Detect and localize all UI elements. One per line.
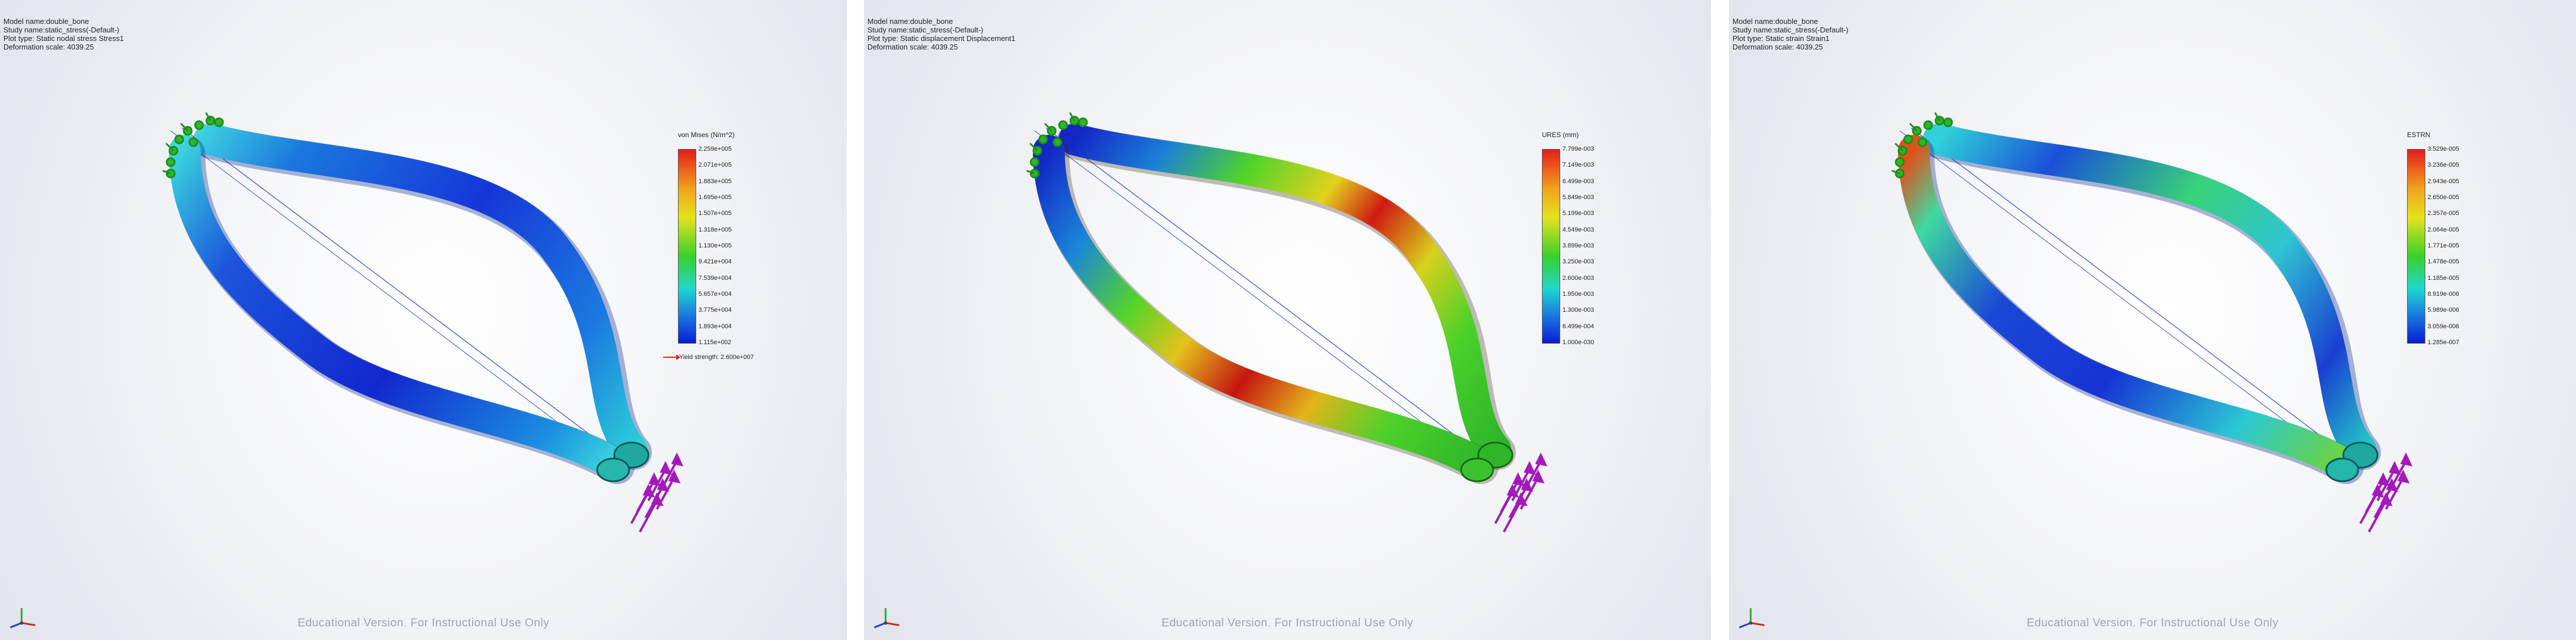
triad-icon <box>874 608 900 629</box>
legend-tick-label: 2.259e+005 <box>698 146 732 152</box>
legend-title: ESTRN <box>2407 131 2430 139</box>
educational-watermark: Educational Version. For Instructional U… <box>1161 617 1413 629</box>
legend-tick-label: 4.549e-003 <box>1562 226 1594 233</box>
legend-title: von Mises (N/m^2) <box>678 131 735 139</box>
model-name: Model name:double_bone <box>867 17 953 26</box>
model-name: Model name:double_bone <box>3 17 89 26</box>
legend-tick-label: 5.989e-006 <box>2428 307 2459 314</box>
legend-tick-label: 7.149e-003 <box>1562 162 1594 169</box>
lower-beam[interactable] <box>1033 135 1494 480</box>
legend-tick-label: 3.250e-003 <box>1562 258 1594 266</box>
upper-beam[interactable] <box>195 123 647 465</box>
color-bar <box>2407 149 2425 344</box>
legend-tick-label: 1.771e-005 <box>2428 242 2459 249</box>
educational-watermark: Educational Version. For Instructional U… <box>2027 617 2279 629</box>
legend-tick-label: 1.507e+005 <box>698 210 732 217</box>
plot-info: Model name:double_bone Study name:static… <box>867 17 1015 51</box>
legend-tick-label: 1.300e-003 <box>1562 307 1594 314</box>
deformation-scale: Deformation scale: 4039.25 <box>1733 43 1823 51</box>
yield-strength-text: Yield strength: 2.600e+007 <box>679 354 754 361</box>
triad-icon <box>1739 608 1765 629</box>
reference-line <box>181 127 618 456</box>
end-face <box>1460 457 1494 482</box>
strain-plot-panel[interactable]: Model name:double_bone Study name:static… <box>1729 0 2576 640</box>
legend-tick-label: 2.071e+005 <box>698 162 732 169</box>
triad-icon <box>10 608 36 629</box>
reference-line <box>1911 127 2347 456</box>
legend-tick-label: 1.285e-007 <box>2428 339 2459 346</box>
deformation-scale: Deformation scale: 4039.25 <box>867 43 958 51</box>
educational-watermark: Educational Version. For Instructional U… <box>297 617 549 629</box>
legend-tick-label: 2.064e-005 <box>2428 226 2459 233</box>
legend-tick-label: 6.499e-003 <box>1562 177 1594 185</box>
fixture-icon <box>1891 112 1953 179</box>
reference-line <box>1899 130 2338 461</box>
legend-tick-label: 3.529e-005 <box>2428 146 2459 152</box>
legend-tick-label: 5.657e+004 <box>698 291 732 298</box>
legend-tick-label: 2.357e-005 <box>2428 210 2459 217</box>
stress-plot-panel[interactable]: Model name:double_bone Study name:static… <box>0 0 847 640</box>
load-arrows-icon <box>1494 452 1548 532</box>
lower-beam[interactable] <box>169 135 630 480</box>
legend-tick-label: 9.421e+004 <box>698 258 732 266</box>
legend-tick-label: 8.919e-006 <box>2428 291 2459 298</box>
legend-tick-label: 1.318e+005 <box>698 226 732 233</box>
legend-tick-label: 3.899e-003 <box>1562 242 1594 249</box>
plot-info: Model name:double_bone Study name:static… <box>1733 17 1849 51</box>
panel-separator <box>1711 0 1729 640</box>
plot-type: Plot type: Static nodal stress Stress1 <box>3 34 124 43</box>
model-name: Model name:double_bone <box>1733 17 1818 26</box>
legend-tick-label: 2.943e-005 <box>2428 177 2459 185</box>
study-name: Study name:static_stress(-Default-) <box>3 26 119 34</box>
upper-beam[interactable] <box>1058 123 1511 465</box>
legend-tick-label: 1.950e-003 <box>1562 291 1594 298</box>
legend-tick-label: 5.849e-003 <box>1562 194 1594 201</box>
displacement-plot-panel[interactable]: Model name:double_bone Study name:static… <box>864 0 1711 640</box>
legend-tick-label: 1.883e+005 <box>698 177 732 185</box>
plot-info: Model name:double_bone Study name:static… <box>3 17 124 51</box>
legend-tick-label: 6.499e-004 <box>1562 323 1594 330</box>
legend-tick-label: 1.695e+005 <box>698 194 732 201</box>
yield-strength: Yield strength: 2.600e+007 <box>663 354 754 361</box>
legend-tick-label: 3.775e+004 <box>698 307 732 314</box>
legend-tick-label: 2.650e-005 <box>2428 194 2459 201</box>
yield-arrow-icon <box>663 354 680 361</box>
study-name: Study name:static_stress(-Default-) <box>1733 26 1849 34</box>
legend-tick-label: 1.478e-005 <box>2428 258 2459 266</box>
legend-tick-label: 7.539e+004 <box>698 274 732 282</box>
panel-separator <box>847 0 864 640</box>
reference-line <box>1045 127 1482 456</box>
fixture-icon <box>1026 112 1088 179</box>
legend-tick-label: 1.115e+002 <box>698 339 731 346</box>
lower-beam[interactable] <box>1898 135 2359 480</box>
fixture-icon <box>162 112 224 179</box>
reference-line <box>1034 130 1473 461</box>
end-face <box>2325 457 2359 482</box>
color-bar <box>1542 149 1560 344</box>
deformation-scale: Deformation scale: 4039.25 <box>3 43 94 51</box>
plot-type: Plot type: Static displacement Displacem… <box>867 34 1016 43</box>
load-arrows-icon <box>2359 452 2413 532</box>
legend-tick-label: 7.799e-003 <box>1562 146 1594 152</box>
study-name: Study name:static_stress(-Default-) <box>867 26 983 34</box>
plot-type: Plot type: Static strain Strain1 <box>1733 34 1830 43</box>
load-arrows-icon <box>630 452 684 532</box>
legend-tick-label: 3.059e-006 <box>2428 323 2459 330</box>
strain-part-model[interactable] <box>1729 0 2576 640</box>
legend-tick-label: 1.130e+005 <box>698 242 732 249</box>
color-bar <box>678 149 696 344</box>
legend-title: URES (mm) <box>1542 131 1579 139</box>
reference-line <box>170 130 609 461</box>
legend-tick-label: 1.185e-005 <box>2428 274 2459 282</box>
legend-tick-label: 3.236e-005 <box>2428 162 2459 169</box>
legend-tick-label: 5.199e-003 <box>1562 210 1594 217</box>
legend-tick-label: 2.600e-003 <box>1562 274 1594 282</box>
stress-part-model[interactable] <box>0 0 847 640</box>
end-face <box>596 457 630 482</box>
displacement-part-model[interactable] <box>864 0 1711 640</box>
legend-tick-label: 1.893e+004 <box>698 323 732 330</box>
upper-beam[interactable] <box>1924 123 2376 465</box>
legend-tick-label: 1.000e-030 <box>1562 339 1594 346</box>
